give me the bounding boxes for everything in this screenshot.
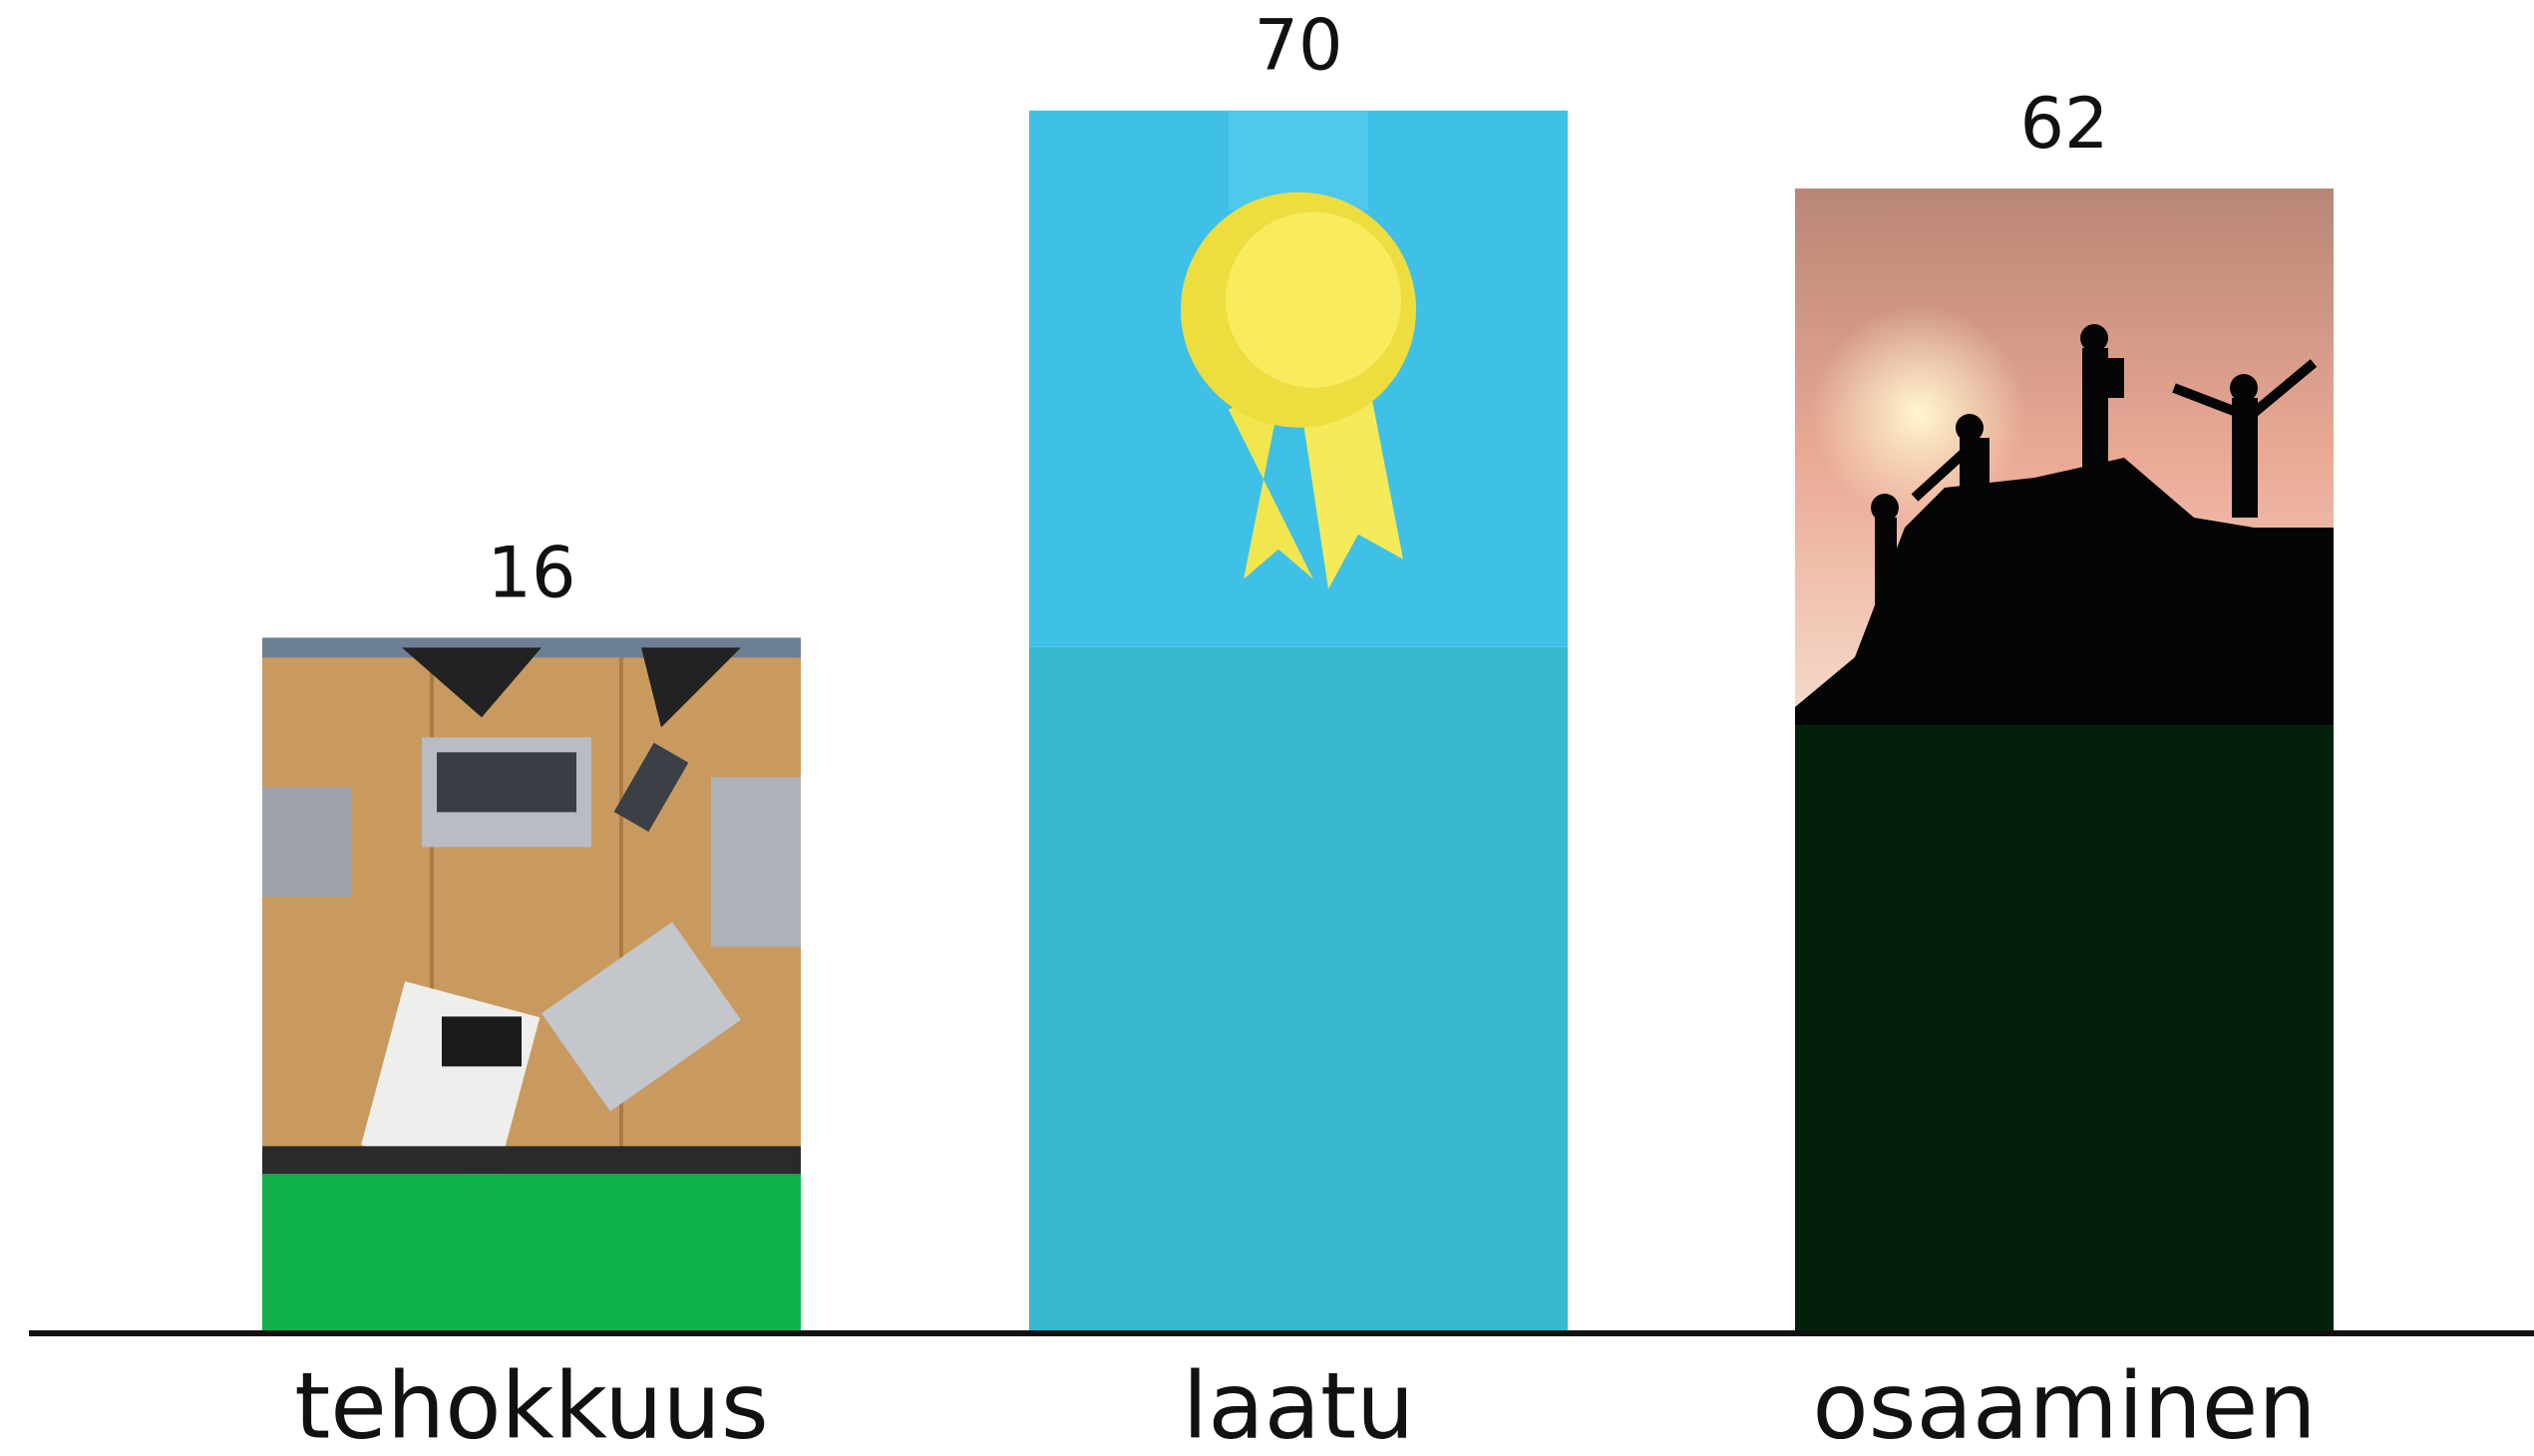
value-label: 70 [1254, 5, 1342, 87]
x-tick-label: laatu [1183, 1352, 1415, 1456]
bar [1029, 647, 1568, 1330]
bar [262, 1174, 801, 1330]
page: 16tehokkuus70laatu62osaaminen (() => { c… [0, 0, 2534, 1456]
bar-image [262, 637, 801, 1181]
x-tick-label: tehokkuus [294, 1352, 769, 1456]
bar-image [1029, 111, 1568, 647]
x-tick-label: osaaminen [1812, 1352, 2316, 1456]
bar [1795, 725, 2334, 1330]
value-label: 16 [487, 532, 575, 613]
value-label: 62 [2019, 83, 2108, 165]
bar-image [1795, 188, 2334, 725]
chart: 16 tehokkuus 70 laatu 62 osaaminen [0, 0, 2534, 1456]
